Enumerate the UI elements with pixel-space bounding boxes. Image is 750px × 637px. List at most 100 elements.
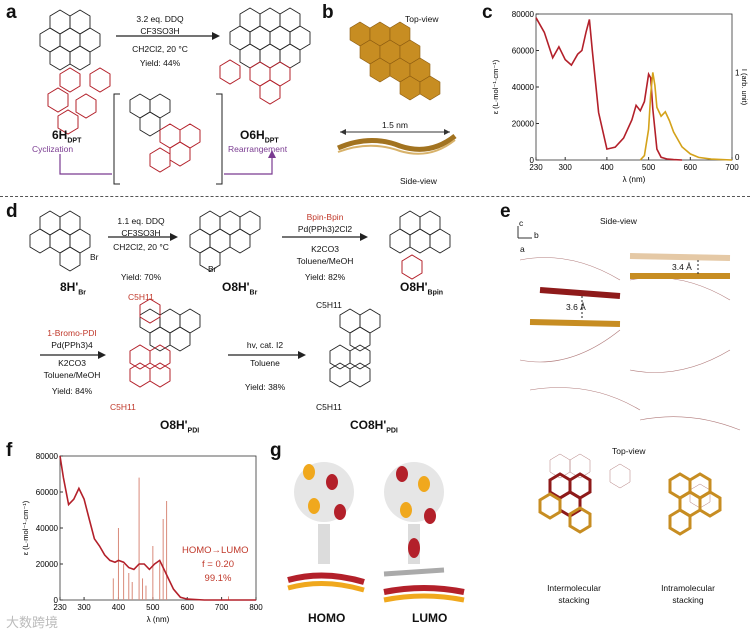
d-c5-label: CO8H'PDI bbox=[350, 418, 398, 435]
y2-axis-label: I (arb. unit) bbox=[740, 69, 749, 106]
x-tick-label: 700 bbox=[215, 603, 229, 612]
product-compound-label: O6HDPT bbox=[240, 128, 279, 145]
d-r4-yield: Yield: 38% bbox=[244, 382, 286, 392]
y-tick-label: 0 bbox=[530, 156, 535, 165]
x-axis-label: λ (nm) bbox=[623, 175, 646, 184]
e-intra: Intramolecular stacking bbox=[661, 583, 715, 605]
d-r3-line1: 1-Bromo-PDI bbox=[47, 328, 97, 338]
a-yield: Yield: 44% bbox=[139, 58, 181, 68]
d-alkyl-4: C5H11 bbox=[316, 402, 342, 412]
d-r2-yield: Yield: 82% bbox=[304, 272, 346, 282]
d-br-2: Br bbox=[208, 264, 217, 274]
e-inter: Intermolecular stacking bbox=[547, 583, 601, 605]
d-alkyl-2: C5H11 bbox=[110, 402, 136, 412]
d-c2-label: O8H'Br bbox=[222, 280, 258, 297]
g-lumo: LUMO bbox=[412, 611, 448, 625]
d-r4-line1: hv, cat. I2 bbox=[246, 340, 284, 350]
e-side-view: Side-view bbox=[600, 216, 637, 226]
x-tick-label: 230 bbox=[529, 163, 543, 172]
d-r3-line3: K2CO3 bbox=[58, 358, 86, 368]
x-tick-label: 400 bbox=[600, 163, 614, 172]
e-top-view: Top-view bbox=[612, 446, 646, 456]
d-c1-label: 8H'Br bbox=[60, 280, 86, 297]
series-line-absorption bbox=[535, 17, 683, 161]
e-axis-b: b bbox=[534, 230, 539, 240]
a-reagent-2: CF3SO3H bbox=[140, 26, 180, 36]
y-tick-label: 20000 bbox=[512, 120, 535, 129]
product-molecule-drawing bbox=[229, 7, 311, 69]
y-tick-label: 80000 bbox=[36, 452, 59, 461]
y-tick-label: 60000 bbox=[36, 488, 59, 497]
e-d2: 3.6 Å bbox=[566, 302, 586, 312]
d-r1-yield: Yield: 70% bbox=[120, 272, 162, 282]
b-top-view: Top-view bbox=[405, 14, 439, 24]
watermark: 大数跨境 bbox=[6, 615, 59, 630]
x-tick-label: 500 bbox=[642, 163, 656, 172]
d-br-1: Br bbox=[90, 252, 99, 262]
d-alkyl-3: C5H11 bbox=[316, 300, 342, 310]
y-tick-label: 20000 bbox=[36, 560, 59, 569]
panel-e-label: e bbox=[500, 201, 511, 222]
e-d1: 3.4 Å bbox=[672, 262, 692, 272]
d-c4-label: O8H'PDI bbox=[160, 418, 200, 435]
plot-frame bbox=[535, 13, 733, 161]
y-tick-label: 40000 bbox=[512, 83, 535, 92]
x-axis-label: λ (nm) bbox=[147, 615, 170, 624]
panel-f-label: f bbox=[6, 440, 13, 461]
panel-a-scheme bbox=[39, 7, 311, 185]
d-r2-line1: Bpin-Bpin bbox=[306, 212, 344, 222]
f-annot-2: f = 0.20 bbox=[202, 559, 234, 570]
panel-d-label: d bbox=[6, 201, 18, 222]
y-axis-label: ε (L·mol⁻¹·cm⁻¹) bbox=[21, 500, 30, 555]
start-molecule-drawing bbox=[39, 9, 101, 71]
rearrangement-label: Rearrangement bbox=[228, 144, 288, 154]
y-tick-label: 40000 bbox=[36, 524, 59, 533]
series-line-emission bbox=[639, 72, 733, 161]
a-reagent-3: CH2Cl2, 20 °C bbox=[132, 44, 188, 54]
product-phenyl-drawing bbox=[219, 59, 291, 105]
x-tick-label: 230 bbox=[53, 603, 67, 612]
d-alkyl-1: C5H11 bbox=[128, 292, 154, 302]
x-tick-label: 800 bbox=[249, 603, 263, 612]
panel-a-label: a bbox=[6, 2, 17, 23]
y-tick-label: 0 bbox=[54, 596, 59, 605]
y-tick-label: 80000 bbox=[512, 10, 535, 19]
d-r2-line2: Pd(PPh3)2Cl2 bbox=[297, 224, 353, 234]
start-phenyl-drawing bbox=[47, 67, 111, 135]
x-tick-label: 500 bbox=[146, 603, 160, 612]
x-tick-label: 700 bbox=[725, 163, 739, 172]
x-tick-label: 300 bbox=[559, 163, 573, 172]
chart-f: 230 300 400 500 600 700 800 0 20000 40000 60000 800… bbox=[21, 452, 263, 624]
d-r1-line1: 1.1 eq. DDQ bbox=[117, 216, 165, 226]
d-r3-line2: Pd(PPh3)4 bbox=[51, 340, 93, 350]
g-homo: HOMO bbox=[308, 611, 346, 625]
f-annot-1: HOMO→LUMO bbox=[182, 545, 249, 556]
panel-g-label: g bbox=[270, 440, 282, 461]
d-r3-yield: Yield: 84% bbox=[51, 386, 93, 396]
panel-b-structure bbox=[336, 21, 457, 155]
y-axis-label: ε (L·mol⁻¹·cm⁻¹) bbox=[491, 59, 500, 114]
e-axis-c: c bbox=[519, 218, 524, 228]
panel-c-label: c bbox=[482, 2, 493, 23]
d-r3-line4: Toluene/MeOH bbox=[43, 370, 101, 380]
y-tick-label: 60000 bbox=[512, 47, 535, 56]
x-tick-label: 600 bbox=[684, 163, 698, 172]
panel-d-scheme bbox=[29, 210, 451, 388]
a-reagent-1: 3.2 eq. DDQ bbox=[136, 14, 184, 24]
panel-e-crystal bbox=[517, 226, 741, 536]
x-tick-label: 600 bbox=[181, 603, 195, 612]
d-r1-line3: CH2Cl2, 20 °C bbox=[113, 242, 169, 252]
series-line-absorption bbox=[59, 455, 256, 601]
d-r1-line2: CF3SO3H bbox=[121, 228, 161, 238]
d-c3-label: O8H'Bpin bbox=[400, 280, 444, 297]
panel-b-label: b bbox=[322, 2, 334, 23]
start-compound-label: 6HDPT bbox=[52, 128, 82, 145]
d-r4-line2: Toluene bbox=[250, 358, 280, 368]
chart-c: 230 300 400 500 600 700 0 20000 40000 60000 80000 λ… bbox=[491, 10, 749, 184]
d-r2-line4: Toluene/MeOH bbox=[296, 256, 354, 266]
x-tick-label: 400 bbox=[112, 603, 126, 612]
f-annot-3: 99.1% bbox=[204, 573, 232, 584]
x-tick-label: 300 bbox=[77, 603, 91, 612]
b-scale: 1.5 nm bbox=[382, 120, 408, 130]
section-divider bbox=[0, 196, 750, 197]
